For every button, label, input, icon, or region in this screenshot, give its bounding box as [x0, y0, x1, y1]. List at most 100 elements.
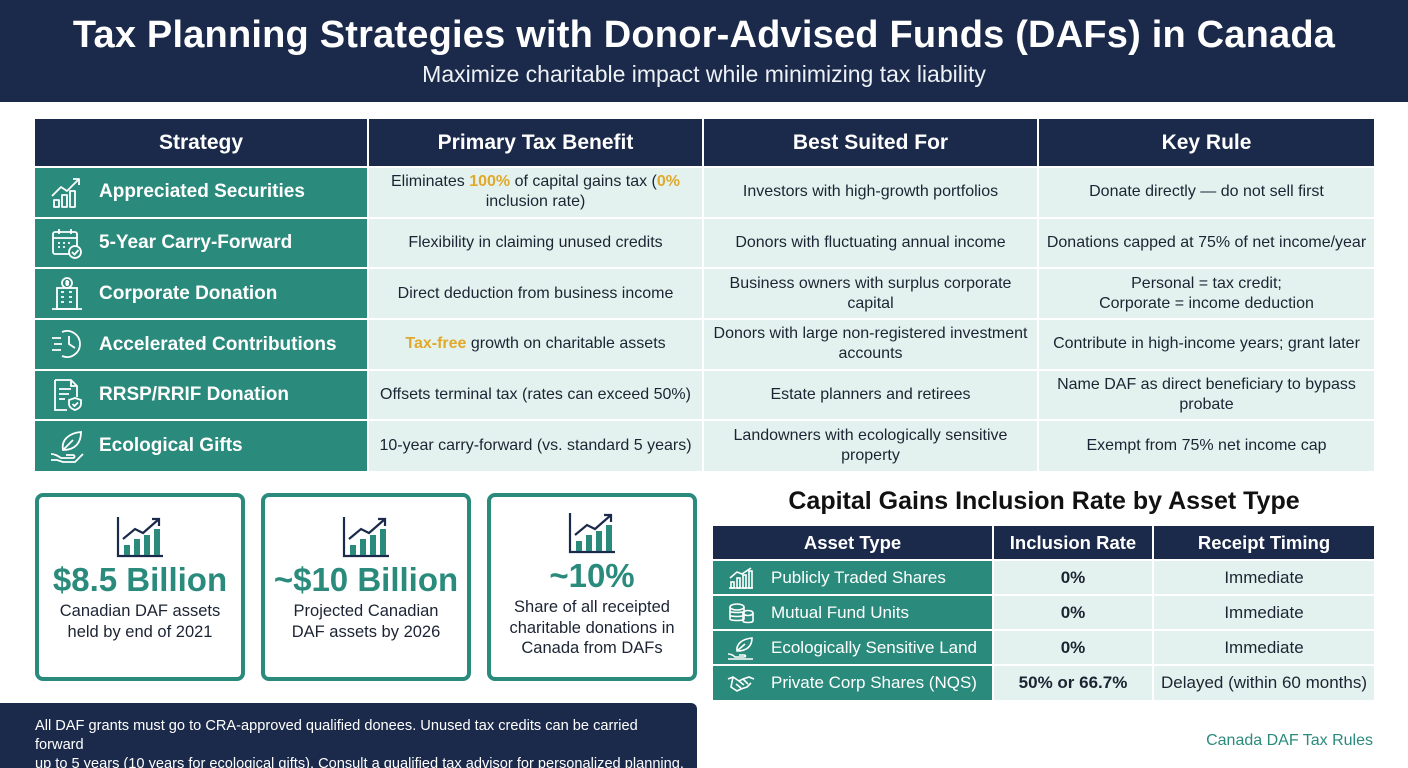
column-header-benefit: Primary Tax Benefit [368, 119, 704, 167]
capital-gains-header: Asset Type Inclusion Rate Receipt Timing [713, 526, 1374, 560]
key-rule-cell: Name DAF as direct beneficiary to bypass… [1038, 368, 1374, 421]
column-header-asset-type: Asset Type [713, 526, 994, 560]
stat-desc-line: Projected Canadian [293, 601, 439, 620]
benefit-cell: Tax-free growth on charitable assets [368, 318, 704, 370]
table-row: Mutual Fund Units 0% Immediate [713, 594, 1374, 630]
strategy-cell: RRSP/RRIF Donation [35, 368, 369, 421]
benefit-cell: Eliminates 100% of capital gains tax (0%… [368, 166, 704, 218]
asset-cell: Mutual Fund Units [713, 594, 994, 630]
handshake-icon [727, 676, 755, 692]
stat-description: Canadian DAF assets held by end of 2021 [39, 601, 241, 642]
table-row: Ecologically Sensitive Land 0% Immediate [713, 629, 1374, 665]
stat-desc-line: charitable donations in [509, 618, 675, 637]
table-row: RRSP/RRIF Donation Offsets terminal tax … [35, 368, 1374, 421]
column-header-best-for: Best Suited For [703, 119, 1039, 167]
stat-description: Share of all receipted charitable donatio… [491, 597, 693, 659]
growth-chart-icon [116, 517, 163, 558]
stat-card: $8.5 Billion Canadian DAF assets held by … [35, 493, 245, 681]
leaf-hand-icon [49, 428, 85, 464]
footer-note-line: All DAF grants must go to CRA-approved q… [35, 718, 638, 753]
table-row: 5-Year Carry-Forward Flexibility in clai… [35, 216, 1374, 269]
capital-gains-table: Asset Type Inclusion Rate Receipt Timing… [713, 526, 1374, 700]
key-rule-line: Corporate = income deduction [1099, 294, 1314, 312]
footer-note: All DAF grants must go to CRA-approved q… [0, 703, 697, 768]
benefit-text: of capital gains tax ( [510, 173, 657, 191]
strategy-name: Accelerated Contributions [99, 333, 337, 355]
strategy-cell: Ecological Gifts [35, 419, 369, 472]
asset-name: Mutual Fund Units [771, 602, 909, 622]
strategy-table-header: Strategy Primary Tax Benefit Best Suited… [35, 119, 1374, 167]
strategy-name: Corporate Donation [99, 282, 278, 304]
strategy-name: RRSP/RRIF Donation [99, 384, 289, 406]
stat-desc-line: Share of all receipted [514, 597, 670, 616]
stat-desc-line: Canada from DAFs [521, 639, 663, 658]
inclusion-rate-cell: 50% or 66.7% [993, 664, 1154, 700]
benefit-highlight: 0% [656, 173, 681, 191]
table-row: Appreciated Securities Eliminates 100% o… [35, 166, 1374, 218]
inclusion-rate-cell: 0% [993, 559, 1154, 595]
best-for-cell: Donors with fluctuating annual income [703, 216, 1039, 269]
strategy-cell: Corporate Donation [35, 267, 369, 320]
column-header-strategy: Strategy [35, 119, 369, 167]
benefit-highlight: Tax-free [405, 335, 467, 353]
benefit-cell: Direct deduction from business income [368, 267, 704, 320]
best-for-cell: Landowners with ecologically sensitive p… [703, 419, 1039, 472]
asset-cell: Private Corp Shares (NQS) [713, 664, 994, 700]
key-rule-cell: Donations capped at 75% of net income/ye… [1038, 216, 1374, 269]
benefit-text: growth on charitable assets [466, 335, 666, 353]
growth-chart-icon [568, 513, 615, 554]
best-for-cell: Business owners with surplus corporate c… [703, 267, 1039, 320]
column-header-receipt-timing: Receipt Timing [1153, 526, 1374, 560]
key-rule-line: Personal = tax credit; [1131, 274, 1282, 292]
stat-card: ~10% Share of all receipted charitable do… [487, 493, 697, 681]
receipt-timing-cell: Immediate [1153, 594, 1374, 630]
stat-value: $8.5 Billion [52, 561, 228, 598]
key-rule-cell: Personal = tax credit; Corporate = income… [1038, 267, 1374, 320]
benefit-cell: Flexibility in claiming unused credits [368, 216, 704, 269]
asset-name: Ecologically Sensitive Land [771, 637, 978, 657]
stat-value: ~$10 Billion [273, 561, 459, 598]
strategy-name: Appreciated Securities [99, 181, 305, 203]
coin-stack-icon [729, 602, 754, 623]
column-header-inclusion-rate: Inclusion Rate [993, 526, 1154, 560]
footer-note-line: up to 5 years (10 years for ecological g… [35, 755, 684, 768]
asset-name: Private Corp Shares (NQS) [771, 673, 977, 692]
strategy-table: Strategy Primary Tax Benefit Best Suited… [35, 119, 1374, 472]
table-row: Private Corp Shares (NQS) 50% or 66.7% D… [713, 664, 1374, 700]
page-title: Tax Planning Strategies with Donor-Advis… [72, 14, 1336, 56]
inclusion-rate-cell: 0% [993, 594, 1154, 630]
leaf-hand-icon [727, 636, 753, 660]
stat-desc-line: held by end of 2021 [67, 622, 213, 641]
table-row: Publicly Traded Shares 0% Immediate [713, 559, 1374, 595]
benefit-text: Eliminates [390, 173, 470, 191]
stat-description: Projected Canadian DAF assets by 2026 [265, 601, 467, 642]
benefit-text: inclusion rate) [485, 193, 586, 211]
bar-chart-icon [729, 566, 753, 589]
asset-name: Publicly Traded Shares [771, 567, 946, 587]
asset-cell: Ecologically Sensitive Land [713, 629, 994, 665]
receipt-timing-cell: Immediate [1153, 629, 1374, 665]
strategy-name: 5-Year Carry-Forward [99, 232, 293, 254]
best-for-cell: Donors with large non-registered investm… [703, 318, 1039, 370]
document-shield-icon [49, 377, 85, 413]
strategy-cell: Accelerated Contributions [35, 318, 369, 370]
stat-desc-line: DAF assets by 2026 [291, 622, 441, 641]
best-for-cell: Estate planners and retirees [703, 368, 1039, 421]
page-subtitle: Maximize charitable impact while minimiz… [422, 61, 986, 87]
benefit-highlight: 100% [469, 173, 511, 191]
key-rule-cell: Contribute in high-income years; grant l… [1038, 318, 1374, 370]
clock-speed-icon [49, 326, 85, 362]
stat-card: ~$10 Billion Projected Canadian DAF asset… [261, 493, 471, 681]
key-rule-cell: Exempt from 75% net income cap [1038, 419, 1374, 472]
receipt-timing-cell: Immediate [1153, 559, 1374, 595]
source-credit: Canada DAF Tax Rules [1206, 732, 1373, 749]
table-row: Corporate Donation Direct deduction from… [35, 267, 1374, 320]
best-for-cell: Investors with high-growth portfolios [703, 166, 1039, 218]
capital-gains-title: Capital Gains Inclusion Rate by Asset Ty… [788, 487, 1300, 515]
benefit-cell: 10-year carry-forward (vs. standard 5 ye… [368, 419, 704, 472]
table-row: Ecological Gifts 10-year carry-forward (… [35, 419, 1374, 472]
stat-value: ~10% [549, 557, 635, 594]
asset-cell: Publicly Traded Shares [713, 559, 994, 595]
inclusion-rate-cell: 0% [993, 629, 1154, 665]
receipt-timing-cell: Delayed (within 60 months) [1153, 664, 1374, 700]
